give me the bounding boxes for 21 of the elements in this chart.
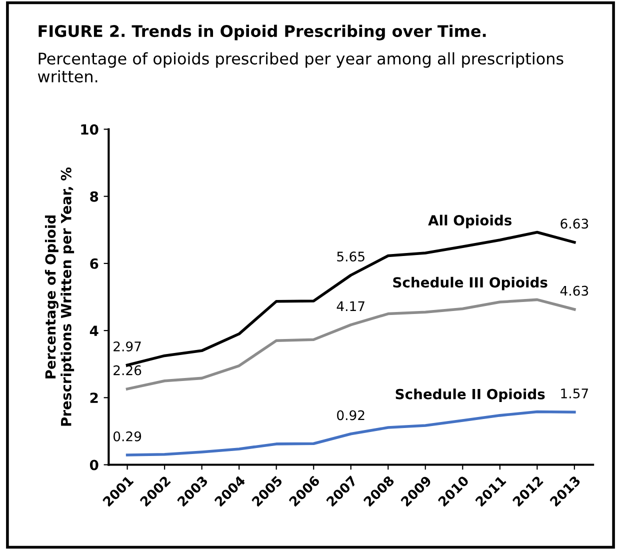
data-label: 0.29 bbox=[113, 431, 142, 442]
y-tick-label: 2 bbox=[90, 392, 98, 403]
y-tick-label: 10 bbox=[81, 124, 98, 135]
series-label: Schedule III Opioids bbox=[393, 276, 548, 290]
series-label: Schedule II Opioids bbox=[396, 388, 545, 402]
series-label: All Opioids bbox=[428, 214, 512, 228]
data-label: 1.57 bbox=[561, 388, 588, 398]
data-label: 0.92 bbox=[337, 410, 364, 420]
y-tick-label: 4 bbox=[90, 326, 98, 336]
y-tick-label: 0 bbox=[90, 460, 98, 470]
y-tick-label: 8 bbox=[90, 191, 98, 202]
data-label: 6.63 bbox=[560, 218, 588, 229]
y-tick-label: 6 bbox=[90, 258, 98, 269]
data-label: 4.17 bbox=[336, 301, 364, 311]
data-label: 2.97 bbox=[114, 341, 141, 352]
chart-subtitle: Percentage of opioids prescribed per year among all prescriptions written. bbox=[38, 52, 564, 82]
data-label: 2.26 bbox=[114, 365, 142, 376]
chart-title: FIGURE 2. Trends in Opioid Prescribing over Time. bbox=[38, 24, 486, 40]
data-label: 5.65 bbox=[337, 252, 364, 262]
y-axis-title: Percentage of Opioid Prescriptions Written per Year, % bbox=[44, 167, 74, 426]
data-label: 4.63 bbox=[560, 286, 588, 296]
